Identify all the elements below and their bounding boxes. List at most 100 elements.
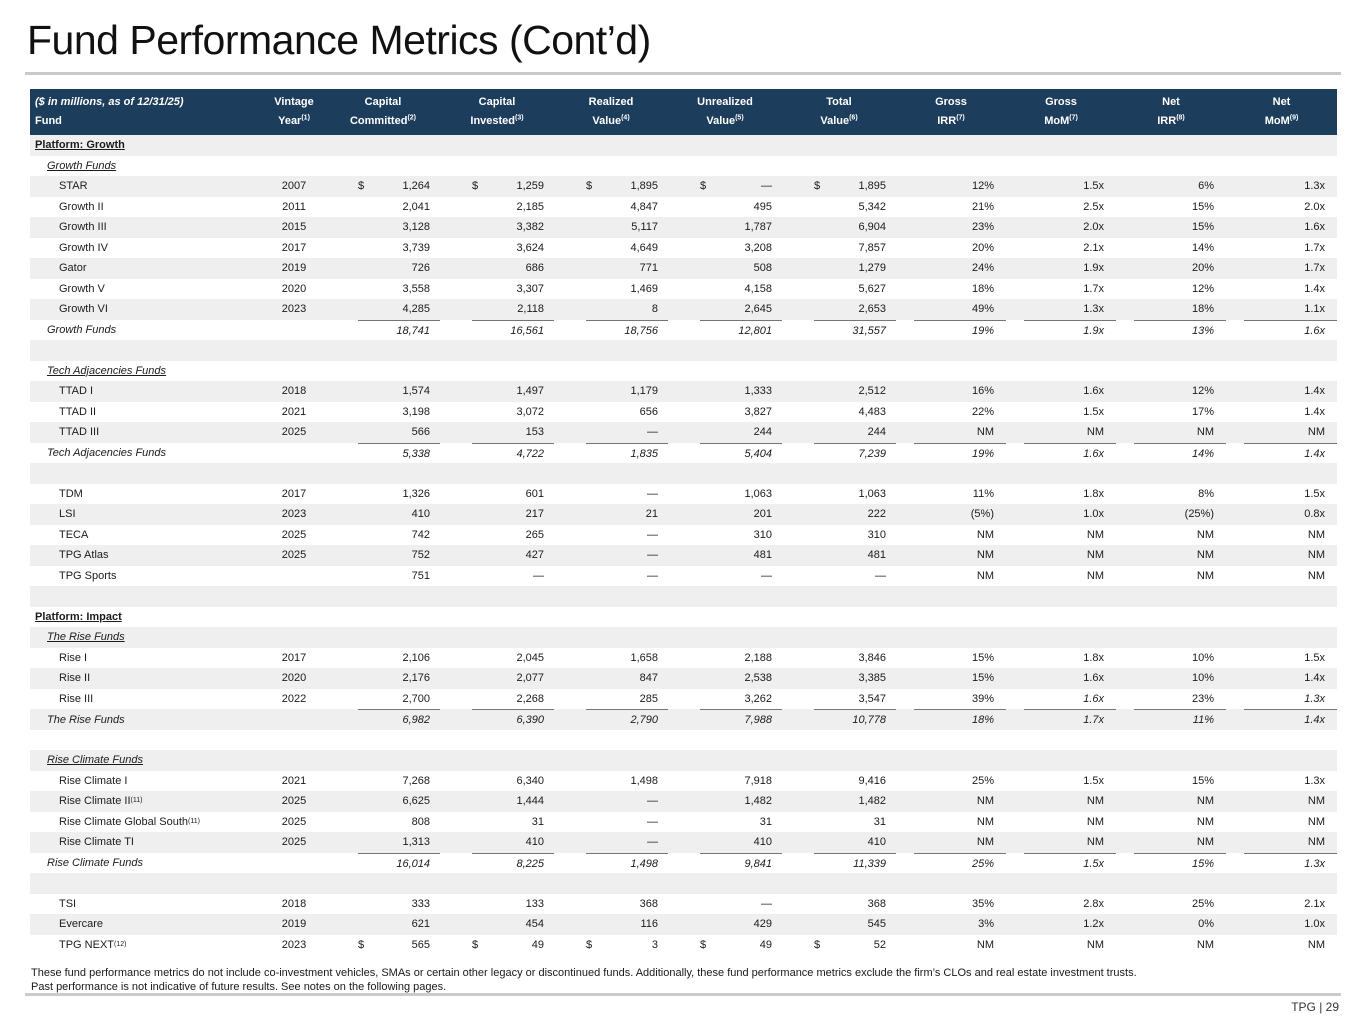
- column-header-line2: Value(6): [820, 114, 858, 127]
- footnote-ref: (9): [1289, 114, 1299, 122]
- fund-name-cell: TDM: [59, 487, 83, 500]
- value: 410: [867, 836, 886, 849]
- realized-cell: —: [554, 545, 668, 566]
- table-row: STAR 2007 $1,264 $1,259 $1,895 $ — $1,895 12% 1.5…: [30, 176, 1337, 197]
- group-label-row: Growth Funds: [30, 156, 1337, 177]
- net-irr-cell: 10%: [1191, 651, 1214, 664]
- realized-cell: $1,895: [554, 176, 668, 197]
- total-rule: 6,982: [358, 709, 440, 731]
- title-divider: [25, 72, 1341, 75]
- column-header: Unrealized Value(5): [668, 89, 782, 135]
- unrealized-cell: 31: [668, 812, 782, 833]
- committed-cell: 4,285: [326, 299, 440, 320]
- net-mom-cell: 2.0x: [1304, 200, 1325, 213]
- footnote-ref: (8): [1176, 114, 1185, 122]
- value: 656: [639, 405, 658, 418]
- committed-cell: 1,326: [326, 484, 440, 505]
- dollar-sign: $: [472, 938, 479, 951]
- value: 1,259: [516, 180, 544, 193]
- value: 495: [753, 200, 772, 213]
- value: 1,787: [744, 221, 772, 234]
- gross-mom-cell: NM: [1086, 795, 1104, 807]
- gross-irr-cell: NM: [976, 426, 994, 438]
- unrealized-cell: 508: [668, 258, 782, 279]
- dollar-sign: $: [358, 938, 365, 951]
- value: 31,557: [852, 324, 886, 337]
- gross-irr-cell: 39%: [971, 692, 994, 705]
- dollar-sign: $: [586, 938, 593, 951]
- column-header-line1: Capital: [364, 96, 402, 108]
- value: 4,158: [744, 282, 772, 295]
- committed-cell: 3,558: [326, 279, 440, 300]
- value: 1,333: [744, 385, 772, 398]
- fund-name-cell: Gator: [59, 262, 87, 275]
- value: 808: [411, 815, 430, 828]
- value: 3,547: [858, 692, 886, 705]
- column-header: Total Value(6): [782, 89, 896, 135]
- total-rule: 25%: [914, 852, 1006, 875]
- section-label: The Rise Funds: [30, 627, 1337, 648]
- total-rule: 4,722: [472, 442, 554, 465]
- unrealized-cell: 2,645: [668, 299, 782, 320]
- value: 2,188: [744, 651, 772, 664]
- group-label-row: Tech Adjacencies Funds: [30, 361, 1337, 382]
- value: —: [647, 795, 658, 808]
- table-row: TPG Atlas 2025 752 427 — 481 481 NM NM NM NM: [30, 545, 1337, 566]
- gross-mom-cell: NM: [1086, 836, 1104, 848]
- total-rule: 15%: [1134, 852, 1226, 875]
- spacer-cell: [30, 730, 1337, 751]
- committed-cell: 5,338: [326, 442, 440, 465]
- net-irr-cell: 14%: [1116, 442, 1226, 465]
- fund-name-cell: TTAD II: [59, 405, 97, 418]
- gross-mom-cell: 1.6x: [1083, 385, 1104, 397]
- realized-cell: —: [554, 525, 668, 546]
- value: 1,498: [630, 774, 658, 787]
- value: 1,658: [630, 651, 658, 664]
- committed-cell: 6,982: [326, 709, 440, 731]
- value: 217: [525, 508, 544, 521]
- realized-cell: —: [554, 812, 668, 833]
- value: 5,342: [858, 200, 886, 213]
- table-row: Growth VI 2023 4,285 2,118 8 2,645 2,653 49% 1.3…: [30, 299, 1337, 320]
- unrealized-cell: 429: [668, 914, 782, 935]
- vintage-year-cell: 2025: [281, 528, 307, 541]
- value: 742: [411, 528, 430, 541]
- vintage-year-cell: 2017: [281, 487, 307, 500]
- invested-cell: 1,497: [440, 381, 554, 402]
- value: 752: [411, 549, 430, 562]
- total-rule: 18,741: [358, 319, 440, 342]
- value: 222: [867, 508, 886, 521]
- total-value-cell: 5,342: [782, 197, 896, 218]
- value: 244: [867, 426, 886, 439]
- value: 9,416: [858, 774, 886, 787]
- value: 6,390: [516, 714, 544, 727]
- net-mom-cell: 1.5x: [1304, 651, 1325, 664]
- gross-mom-cell: 1.7x: [1006, 709, 1116, 731]
- table-row: Growth V 2020 3,558 3,307 1,469 4,158 5,627 18%…: [30, 279, 1337, 300]
- fund-name-cell: Growth VI: [59, 303, 108, 316]
- committed-cell: 16,014: [326, 852, 440, 875]
- value: 6,340: [516, 774, 544, 787]
- value: 3,827: [744, 405, 772, 418]
- value: 116: [640, 918, 658, 931]
- total-rule: 31,557: [814, 319, 896, 342]
- total-rule: 19%: [914, 442, 1006, 465]
- realized-cell: 18,756: [554, 319, 668, 342]
- value: 6,625: [402, 795, 430, 808]
- gross-mom-cell: 2.1x: [1083, 241, 1104, 254]
- section-label-text: Tech Adjacencies Funds: [47, 364, 167, 377]
- realized-cell: —: [554, 566, 668, 587]
- invested-cell: 2,077: [440, 668, 554, 689]
- value: 3,208: [744, 241, 772, 254]
- unrealized-cell: 2,188: [668, 648, 782, 669]
- gross-mom-cell: 1.6x: [1083, 672, 1104, 684]
- gross-irr-cell: 22%: [971, 405, 994, 418]
- value: —: [533, 569, 544, 582]
- net-irr-cell: NM: [1196, 795, 1214, 807]
- value: 7,268: [402, 774, 430, 787]
- section-label: Platform: Growth: [30, 135, 1337, 156]
- realized-cell: 2,790: [554, 709, 668, 731]
- total-rule: 12,801: [700, 319, 782, 342]
- unrealized-cell: 4,158: [668, 279, 782, 300]
- net-mom-cell: NM: [1307, 549, 1325, 561]
